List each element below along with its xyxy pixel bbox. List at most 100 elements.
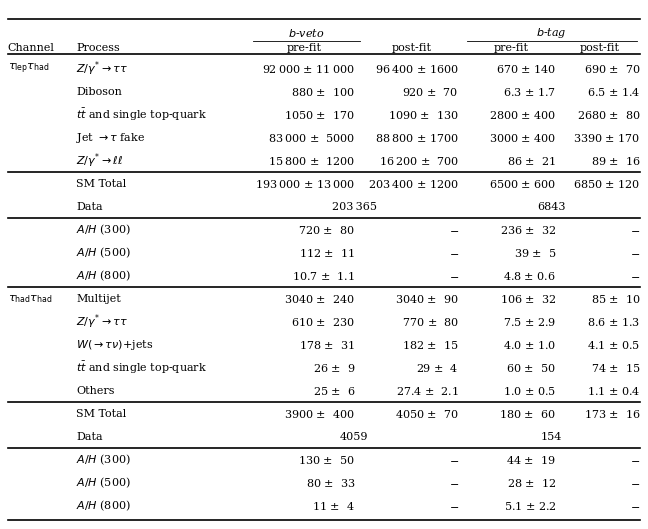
Text: $W(\rightarrow \tau\nu)$+jets: $W(\rightarrow \tau\nu)$+jets — [76, 338, 154, 352]
Text: Jet $\rightarrow \tau$ fake: Jet $\rightarrow \tau$ fake — [76, 131, 146, 145]
Text: 15 800 $\pm$  1200: 15 800 $\pm$ 1200 — [268, 155, 355, 167]
Text: Others: Others — [76, 386, 115, 396]
Text: $A/H$ (500): $A/H$ (500) — [76, 245, 131, 260]
Text: 1.0 $\pm$ 0.5: 1.0 $\pm$ 0.5 — [503, 385, 556, 397]
Text: $-$: $-$ — [630, 225, 640, 235]
Text: 92 000 $\pm$ 11 000: 92 000 $\pm$ 11 000 — [262, 63, 355, 75]
Text: 5.1 $\pm$ 2.2: 5.1 $\pm$ 2.2 — [503, 500, 556, 512]
Text: 74 $\pm$  15: 74 $\pm$ 15 — [591, 362, 640, 374]
Text: 80 $\pm$  33: 80 $\pm$ 33 — [306, 477, 355, 489]
Text: 2800 $\pm$ 400: 2800 $\pm$ 400 — [489, 109, 556, 121]
Text: 28 $\pm$  12: 28 $\pm$ 12 — [507, 477, 556, 489]
Text: 720 $\pm$  80: 720 $\pm$ 80 — [299, 224, 355, 236]
Text: 83 000 $\pm$  5000: 83 000 $\pm$ 5000 — [268, 132, 355, 144]
Text: SM Total: SM Total — [76, 179, 127, 189]
Text: 8.6 $\pm$ 1.3: 8.6 $\pm$ 1.3 — [587, 316, 640, 328]
Text: 178 $\pm$  31: 178 $\pm$ 31 — [299, 339, 355, 351]
Text: 770 $\pm$  80: 770 $\pm$ 80 — [402, 316, 459, 328]
Text: 4.0 $\pm$ 1.0: 4.0 $\pm$ 1.0 — [503, 339, 556, 351]
Text: 6850 $\pm$ 120: 6850 $\pm$ 120 — [573, 178, 640, 190]
Text: 2680 $\pm$  80: 2680 $\pm$ 80 — [577, 109, 640, 121]
Text: $-$: $-$ — [448, 248, 459, 258]
Text: 193 000 $\pm$ 13 000: 193 000 $\pm$ 13 000 — [255, 178, 355, 190]
Text: 4.1 $\pm$ 0.5: 4.1 $\pm$ 0.5 — [587, 339, 640, 351]
Text: 10.7 $\pm$  1.1: 10.7 $\pm$ 1.1 — [292, 270, 355, 282]
Text: 3390 $\pm$ 170: 3390 $\pm$ 170 — [573, 132, 640, 144]
Text: 85 $\pm$  10: 85 $\pm$ 10 — [591, 293, 640, 305]
Text: $-$: $-$ — [630, 455, 640, 465]
Text: 16 200 $\pm$  700: 16 200 $\pm$ 700 — [378, 155, 459, 167]
Text: 4050 $\pm$  70: 4050 $\pm$ 70 — [395, 408, 459, 420]
Text: 1.1 $\pm$ 0.4: 1.1 $\pm$ 0.4 — [587, 385, 640, 397]
Text: 173 $\pm$  16: 173 $\pm$ 16 — [584, 408, 640, 420]
Text: 920 $\pm$  70: 920 $\pm$ 70 — [402, 86, 459, 98]
Text: 690 $\pm$  70: 690 $\pm$ 70 — [584, 63, 640, 75]
Text: 26 $\pm$  9: 26 $\pm$ 9 — [312, 362, 355, 374]
Text: Process: Process — [76, 43, 121, 52]
Text: 89 $\pm$  16: 89 $\pm$ 16 — [591, 155, 640, 167]
Text: $-$: $-$ — [448, 225, 459, 235]
Text: pre-fit: pre-fit — [493, 43, 529, 52]
Text: 880 $\pm$  100: 880 $\pm$ 100 — [292, 86, 355, 98]
Text: $Z/\gamma^{*} \rightarrow \tau\tau$: $Z/\gamma^{*} \rightarrow \tau\tau$ — [76, 313, 128, 331]
Text: post-fit: post-fit — [391, 43, 432, 52]
Text: Diboson: Diboson — [76, 87, 122, 97]
Text: 4059: 4059 — [340, 432, 368, 442]
Text: $b$-veto: $b$-veto — [288, 27, 325, 39]
Text: 610 $\pm$  230: 610 $\pm$ 230 — [292, 316, 355, 328]
Text: 7.5 $\pm$ 2.9: 7.5 $\pm$ 2.9 — [503, 316, 556, 328]
Text: 6.5 $\pm$ 1.4: 6.5 $\pm$ 1.4 — [587, 86, 640, 98]
Text: 6500 $\pm$ 600: 6500 $\pm$ 600 — [489, 178, 556, 190]
Text: $t\bar{t}$ and single top-quark: $t\bar{t}$ and single top-quark — [76, 107, 207, 123]
Text: 29 $\pm$  4: 29 $\pm$ 4 — [417, 362, 459, 374]
Text: 180 $\pm$  60: 180 $\pm$ 60 — [500, 408, 556, 420]
Text: $-$: $-$ — [448, 478, 459, 488]
Text: $Z/\gamma^{*} \rightarrow \tau\tau$: $Z/\gamma^{*} \rightarrow \tau\tau$ — [76, 59, 128, 78]
Text: $-$: $-$ — [630, 501, 640, 511]
Text: 112 $\pm$  11: 112 $\pm$ 11 — [299, 247, 355, 259]
Text: 60 $\pm$  50: 60 $\pm$ 50 — [507, 362, 556, 374]
Text: Channel: Channel — [8, 43, 54, 52]
Text: $Z/\gamma^{*} \rightarrow \ell\ell$: $Z/\gamma^{*} \rightarrow \ell\ell$ — [76, 151, 124, 170]
Text: $-$: $-$ — [630, 271, 640, 281]
Text: 182 $\pm$  15: 182 $\pm$ 15 — [402, 339, 459, 351]
Text: $A/H$ (300): $A/H$ (300) — [76, 223, 131, 237]
Text: 25 $\pm$  6: 25 $\pm$ 6 — [312, 385, 355, 397]
Text: 6843: 6843 — [538, 202, 566, 212]
Text: 3900 $\pm$  400: 3900 $\pm$ 400 — [284, 408, 355, 420]
Text: 3040 $\pm$  240: 3040 $\pm$ 240 — [284, 293, 355, 305]
Text: 203 400 $\pm$ 1200: 203 400 $\pm$ 1200 — [368, 178, 459, 190]
Text: SM Total: SM Total — [76, 409, 127, 419]
Text: 44 $\pm$  19: 44 $\pm$ 19 — [507, 454, 556, 466]
Text: pre-fit: pre-fit — [287, 43, 322, 52]
Text: $A/H$ (500): $A/H$ (500) — [76, 476, 131, 490]
Text: $b$-tag: $b$-tag — [535, 26, 566, 40]
Text: 86 $\pm$  21: 86 $\pm$ 21 — [507, 155, 556, 167]
Text: 3040 $\pm$  90: 3040 $\pm$ 90 — [395, 293, 459, 305]
Text: $A/H$ (800): $A/H$ (800) — [76, 499, 131, 513]
Text: 203 365: 203 365 — [332, 202, 376, 212]
Text: $-$: $-$ — [630, 248, 640, 258]
Text: Multijet: Multijet — [76, 294, 121, 304]
Text: $A/H$ (300): $A/H$ (300) — [76, 453, 131, 467]
Text: 88 800 $\pm$ 1700: 88 800 $\pm$ 1700 — [375, 132, 459, 144]
Text: 106 $\pm$  32: 106 $\pm$ 32 — [500, 293, 556, 305]
Text: $t\bar{t}$ and single top-quark: $t\bar{t}$ and single top-quark — [76, 360, 207, 376]
Text: 130 $\pm$  50: 130 $\pm$ 50 — [299, 454, 355, 466]
Text: 6.3 $\pm$ 1.7: 6.3 $\pm$ 1.7 — [503, 86, 556, 98]
Text: $\tau_{\rm had}\tau_{\rm had}$: $\tau_{\rm had}\tau_{\rm had}$ — [8, 293, 52, 305]
Text: Data: Data — [76, 202, 103, 212]
Text: 96 400 $\pm$ 1600: 96 400 $\pm$ 1600 — [375, 63, 459, 75]
Text: 27.4 $\pm$  2.1: 27.4 $\pm$ 2.1 — [396, 385, 459, 397]
Text: $-$: $-$ — [630, 478, 640, 488]
Text: $A/H$ (800): $A/H$ (800) — [76, 269, 131, 283]
Text: $-$: $-$ — [448, 271, 459, 281]
Text: 4.8 $\pm$ 0.6: 4.8 $\pm$ 0.6 — [503, 270, 556, 282]
Text: 236 $\pm$  32: 236 $\pm$ 32 — [500, 224, 556, 236]
Text: 1090 $\pm$  130: 1090 $\pm$ 130 — [388, 109, 459, 121]
Text: $-$: $-$ — [448, 455, 459, 465]
Text: post-fit: post-fit — [579, 43, 619, 52]
Text: 11 $\pm$  4: 11 $\pm$ 4 — [312, 500, 355, 512]
Text: $\tau_{\rm lep}\tau_{\rm had}$: $\tau_{\rm lep}\tau_{\rm had}$ — [8, 61, 49, 76]
Text: $-$: $-$ — [448, 501, 459, 511]
